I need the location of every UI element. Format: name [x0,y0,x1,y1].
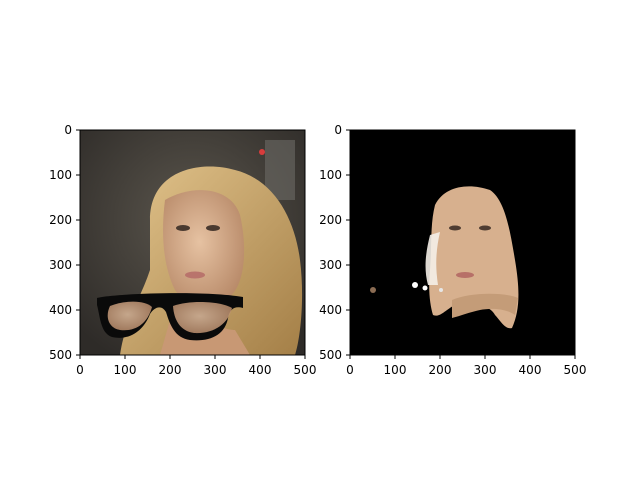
x-tick-label: 200 [159,363,182,377]
mask-skin-region [429,186,519,329]
mask-left-eye [449,225,461,231]
mask-frame [349,129,576,356]
photo-panel [80,130,305,355]
y-tick-label: 300 [49,258,72,272]
x-tick-label: 100 [114,363,137,377]
lips [185,271,205,279]
mask-glasses-band [452,293,518,318]
x-tick-label: 300 [204,363,227,377]
background-structure [265,140,295,200]
y-tick-label: 200 [49,213,72,227]
mask-speckle [422,285,428,291]
axes-layer: 0 100 200 300 400 500 0 100 200 300 400 500 0 100 200 3… [49,123,586,377]
mask-hair-highlight [425,232,440,285]
x-tick-label: 200 [429,363,452,377]
y-tick-label: 100 [49,168,72,182]
mask-speckle [439,288,443,292]
photo-frame [79,129,306,356]
y-tick-label: 100 [319,168,342,182]
x-tick-label: 500 [294,363,317,377]
mask-speckle [370,287,376,293]
x-tick-label: 400 [519,363,542,377]
y-tick-label: 200 [319,213,342,227]
left-eye [176,225,190,231]
y-tick-label: 0 [334,123,342,137]
x-tick-label: 100 [384,363,407,377]
x-tick-label: 400 [249,363,272,377]
y-tick-label: 300 [319,258,342,272]
right-eye [206,225,220,231]
mask-panel [350,130,575,355]
mask-lips [456,272,474,278]
mask-right-eye [479,225,491,231]
x-tick-label: 0 [346,363,354,377]
y-tick-label: 400 [49,303,72,317]
y-tick-label: 500 [319,348,342,362]
x-tick-label: 500 [564,363,587,377]
sunglasses-overlay [97,293,243,341]
face [163,190,245,306]
y-tick-label: 0 [64,123,72,137]
x-tick-label: 0 [76,363,84,377]
y-tick-label: 500 [49,348,72,362]
mask-speckle [412,282,418,288]
x-tick-label: 300 [474,363,497,377]
background-light [259,149,265,155]
y-tick-label: 400 [319,303,342,317]
